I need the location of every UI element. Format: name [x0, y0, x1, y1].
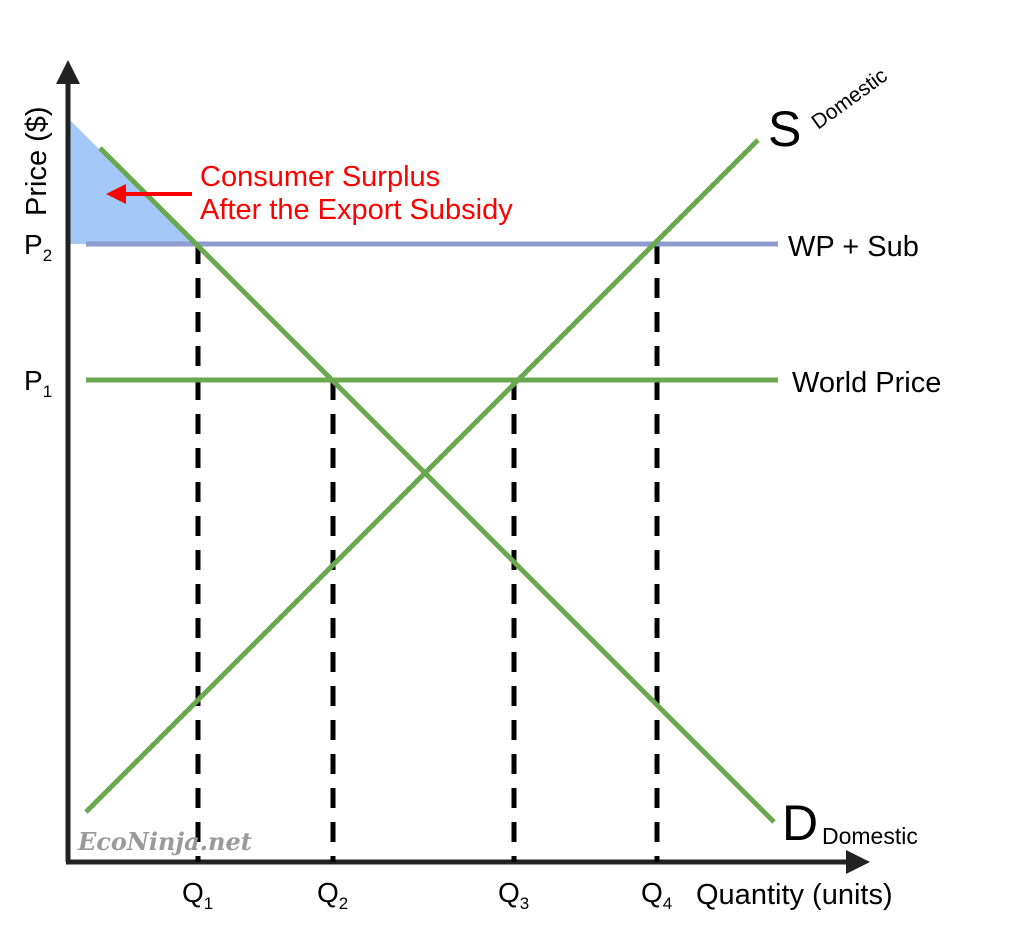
y-axis-arrow-icon: [56, 60, 80, 84]
p1-sub: 1: [43, 382, 52, 401]
demand-curve: [98, 146, 776, 824]
x-axis-arrow-icon: [846, 850, 870, 874]
q4-main: Q: [641, 877, 663, 908]
p1-main: P: [24, 365, 43, 396]
q3-sub: 3: [520, 894, 529, 913]
annotation-arrow-icon: [106, 184, 126, 204]
p2-sub: 2: [43, 246, 52, 265]
supply-curve: [84, 138, 760, 814]
wp-sub-label: WP + Sub: [788, 231, 919, 263]
demand-label-letter: D: [782, 795, 818, 851]
q1-label: Q1: [182, 877, 213, 913]
supply-label-sub: Domestic: [807, 64, 891, 134]
y-axis-title: Price ($): [21, 106, 53, 216]
demand-label-sub: Domestic: [822, 823, 918, 849]
supply-label-letter: S: [768, 101, 801, 157]
q2-main: Q: [317, 877, 339, 908]
watermark-logo: EcoNinja.net: [77, 827, 252, 856]
q2-label: Q2: [317, 877, 348, 913]
q3-label: Q3: [498, 877, 529, 913]
q3-main: Q: [498, 877, 520, 908]
world-price-label: World Price: [792, 367, 941, 399]
q4-sub: 4: [663, 894, 672, 913]
p2-label: P2: [24, 229, 52, 265]
annotation-line1: Consumer Surplus: [200, 161, 440, 193]
annotation-line2: After the Export Subsidy: [200, 194, 513, 226]
q1-main: Q: [182, 877, 204, 908]
p2-main: P: [24, 229, 43, 260]
p1-label: P1: [24, 365, 52, 401]
q2-sub: 2: [339, 894, 348, 913]
q1-sub: 1: [204, 894, 213, 913]
x-axis-title: Quantity (units): [696, 879, 893, 911]
q4-label: Q4: [641, 877, 672, 913]
